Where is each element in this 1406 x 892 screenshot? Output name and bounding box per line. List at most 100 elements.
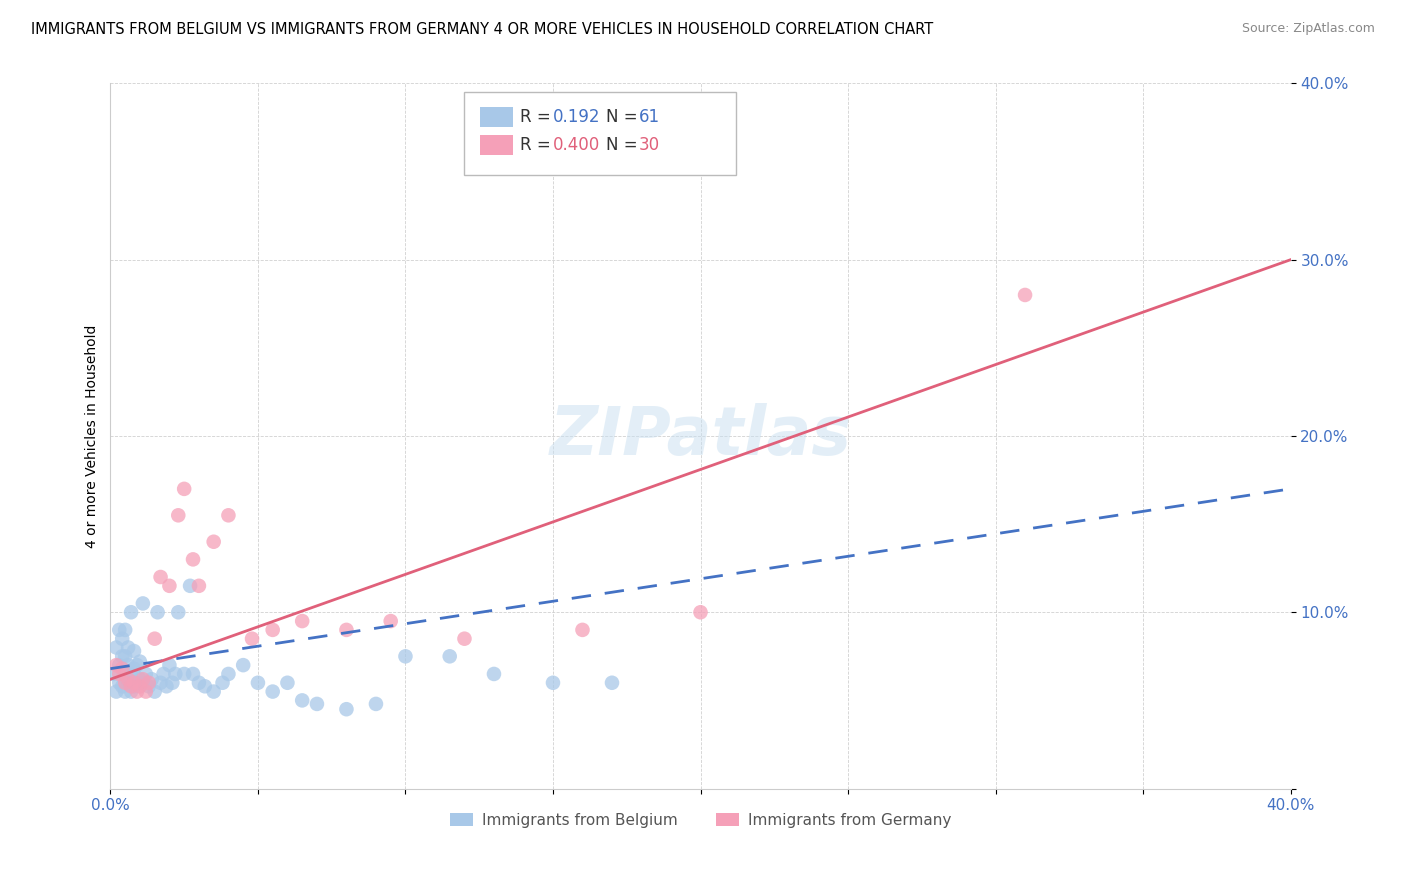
Point — [132, 672, 155, 686]
Point — [157, 579, 180, 593]
Point — [173, 482, 195, 496]
Point — [111, 649, 134, 664]
FancyBboxPatch shape — [464, 92, 735, 175]
Text: IMMIGRANTS FROM BELGIUM VS IMMIGRANTS FROM GERMANY 4 OR MORE VEHICLES IN HOUSEHO: IMMIGRANTS FROM BELGIUM VS IMMIGRANTS FR… — [31, 22, 934, 37]
Point — [117, 672, 139, 686]
Point — [276, 675, 298, 690]
Text: N =: N = — [606, 108, 638, 126]
Text: ZIPatlas: ZIPatlas — [550, 403, 852, 469]
Point — [108, 658, 131, 673]
Point — [240, 632, 263, 646]
Point — [571, 623, 593, 637]
Point — [202, 684, 225, 698]
Point — [129, 655, 152, 669]
Point — [120, 684, 142, 698]
Point — [165, 667, 187, 681]
Point — [689, 605, 711, 619]
Point — [108, 675, 131, 690]
Point — [187, 675, 209, 690]
Point — [152, 667, 174, 681]
Point — [217, 667, 239, 681]
Point — [143, 684, 166, 698]
Point — [155, 679, 177, 693]
Point — [149, 675, 172, 690]
Point — [125, 684, 148, 698]
Text: N =: N = — [606, 136, 638, 154]
FancyBboxPatch shape — [479, 107, 513, 128]
Point — [262, 684, 284, 698]
Point — [108, 623, 131, 637]
Point — [111, 662, 134, 676]
Point — [125, 675, 148, 690]
Point — [135, 684, 157, 698]
Point — [120, 667, 142, 681]
Point — [117, 658, 139, 673]
Text: 0.400: 0.400 — [553, 136, 600, 154]
Point — [129, 672, 152, 686]
Point — [105, 684, 128, 698]
Point — [217, 508, 239, 523]
Point — [162, 675, 184, 690]
Point — [246, 675, 269, 690]
Point — [122, 679, 145, 693]
Point — [181, 552, 204, 566]
Point — [132, 675, 155, 690]
Point — [111, 679, 134, 693]
Point — [364, 697, 387, 711]
Point — [114, 667, 136, 681]
Point — [179, 579, 201, 593]
Point — [380, 614, 402, 628]
Point — [105, 640, 128, 655]
Point — [108, 667, 131, 681]
Text: 30: 30 — [640, 136, 661, 154]
Text: Source: ZipAtlas.com: Source: ZipAtlas.com — [1241, 22, 1375, 36]
Point — [143, 632, 166, 646]
Point — [541, 675, 564, 690]
Legend: Immigrants from Belgium, Immigrants from Germany: Immigrants from Belgium, Immigrants from… — [444, 806, 957, 834]
Point — [117, 675, 139, 690]
Point — [167, 508, 190, 523]
Point — [122, 675, 145, 690]
Text: 61: 61 — [640, 108, 661, 126]
Y-axis label: 4 or more Vehicles in Household: 4 or more Vehicles in Household — [86, 325, 100, 548]
Point — [125, 658, 148, 673]
Point — [103, 667, 125, 681]
Point — [157, 658, 180, 673]
Point — [120, 679, 142, 693]
Point — [141, 672, 163, 686]
Point — [135, 667, 157, 681]
Point — [232, 658, 254, 673]
Point — [600, 675, 623, 690]
Text: R =: R = — [520, 136, 551, 154]
Point — [120, 605, 142, 619]
Point — [211, 675, 233, 690]
FancyBboxPatch shape — [479, 135, 513, 155]
Point — [111, 632, 134, 646]
Point — [138, 675, 160, 690]
Point — [335, 623, 357, 637]
Point — [482, 667, 505, 681]
Point — [132, 597, 155, 611]
Point — [167, 605, 190, 619]
Point — [1014, 288, 1036, 302]
Point — [122, 644, 145, 658]
Point — [187, 579, 209, 593]
Point — [439, 649, 461, 664]
Point — [173, 667, 195, 681]
Point — [394, 649, 416, 664]
Point — [114, 623, 136, 637]
Point — [146, 605, 169, 619]
Point — [114, 684, 136, 698]
Point — [453, 632, 475, 646]
Point — [122, 662, 145, 676]
Text: 0.192: 0.192 — [553, 108, 600, 126]
Point — [335, 702, 357, 716]
Point — [138, 679, 160, 693]
Point — [305, 697, 328, 711]
Point — [202, 534, 225, 549]
Point — [291, 693, 314, 707]
Point — [181, 667, 204, 681]
Point — [194, 679, 217, 693]
Point — [129, 679, 152, 693]
Point — [105, 658, 128, 673]
